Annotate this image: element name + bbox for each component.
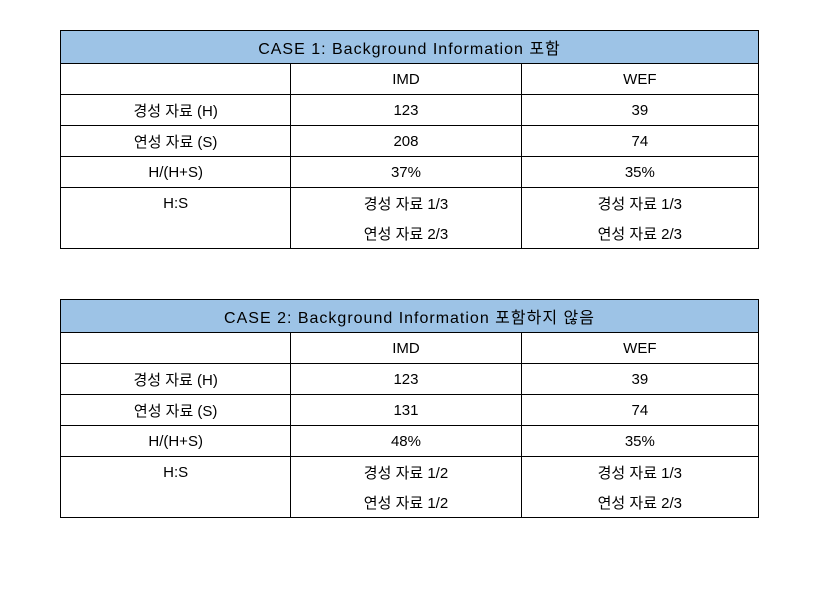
row-label: 연성 자료 (S) [61,126,291,157]
case1-col3-header: WEF [521,64,758,95]
hs-wef-bot: 연성 자료 2/3 [521,487,758,518]
hs-label-empty [61,487,291,518]
case2-col2-header: IMD [291,333,521,364]
row-label: 경성 자료 (H) [61,364,291,395]
case2-hs-row-top: H:S 경성 자료 1/2 경성 자료 1/3 [61,457,759,488]
row-label: H/(H+S) [61,426,291,457]
hs-wef-top: 경성 자료 1/3 [521,188,758,219]
row-imd: 48% [291,426,521,457]
case2-title: CASE 2: Background Information 포함하지 않음 [61,300,759,333]
row-imd: 131 [291,395,521,426]
row-label: H/(H+S) [61,157,291,188]
table-row: H/(H+S) 37% 35% [61,157,759,188]
hs-imd-bot: 연성 자료 1/2 [291,487,521,518]
case1-hs-row-bot: 연성 자료 2/3 연성 자료 2/3 [61,218,759,249]
table-row: 연성 자료 (S) 131 74 [61,395,759,426]
table-row: H/(H+S) 48% 35% [61,426,759,457]
row-wef: 39 [521,364,758,395]
hs-wef-bot: 연성 자료 2/3 [521,218,758,249]
case2-col3-header: WEF [521,333,758,364]
row-wef: 74 [521,126,758,157]
case1-title: CASE 1: Background Information 포함 [61,31,759,64]
case1-col1-header [61,64,291,95]
row-label: 연성 자료 (S) [61,395,291,426]
hs-imd-bot: 연성 자료 2/3 [291,218,521,249]
hs-imd-top: 경성 자료 1/3 [291,188,521,219]
row-wef: 39 [521,95,758,126]
row-imd: 37% [291,157,521,188]
hs-wef-top: 경성 자료 1/3 [521,457,758,488]
table-row: 경성 자료 (H) 123 39 [61,95,759,126]
hs-label: H:S [61,188,291,219]
case1-title-row: CASE 1: Background Information 포함 [61,31,759,64]
hs-imd-top: 경성 자료 1/2 [291,457,521,488]
case2-title-row: CASE 2: Background Information 포함하지 않음 [61,300,759,333]
hs-label: H:S [61,457,291,488]
row-wef: 74 [521,395,758,426]
row-wef: 35% [521,426,758,457]
row-imd: 123 [291,364,521,395]
row-imd: 208 [291,126,521,157]
case2-col1-header [61,333,291,364]
case2-columns-row: IMD WEF [61,333,759,364]
case1-columns-row: IMD WEF [61,64,759,95]
case2-hs-row-bot: 연성 자료 1/2 연성 자료 2/3 [61,487,759,518]
case1-col2-header: IMD [291,64,521,95]
table-row: 경성 자료 (H) 123 39 [61,364,759,395]
case1-table: CASE 1: Background Information 포함 IMD WE… [60,30,759,249]
table-row: 연성 자료 (S) 208 74 [61,126,759,157]
row-label: 경성 자료 (H) [61,95,291,126]
row-imd: 123 [291,95,521,126]
case2-table: CASE 2: Background Information 포함하지 않음 I… [60,299,759,518]
case1-hs-row-top: H:S 경성 자료 1/3 경성 자료 1/3 [61,188,759,219]
row-wef: 35% [521,157,758,188]
hs-label-empty [61,218,291,249]
